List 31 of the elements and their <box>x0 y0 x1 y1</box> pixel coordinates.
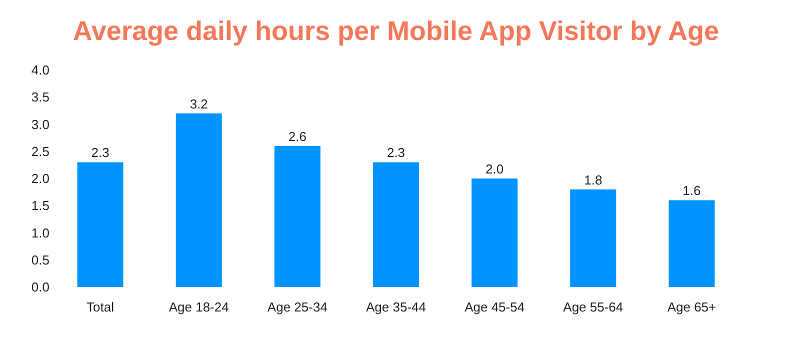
bar <box>570 189 616 287</box>
y-tick-label: 2.0 <box>31 171 50 186</box>
data-label: 1.8 <box>584 172 602 188</box>
y-tick-label: 3.5 <box>31 90 50 105</box>
y-tick-label: 4.0 <box>31 62 50 78</box>
x-tick-label: Age 18-24 <box>168 300 229 314</box>
y-tick-label: 0.0 <box>31 280 50 294</box>
bar <box>77 162 124 287</box>
y-tick-label: 0.5 <box>31 252 50 268</box>
y-tick-label: 3.0 <box>31 116 50 132</box>
x-tick-label: Age 55-64 <box>563 300 624 314</box>
x-tick-label: Age 35-44 <box>366 300 426 314</box>
x-tick-label: Age 25-34 <box>267 300 328 314</box>
y-tick-label: 1.5 <box>31 198 50 214</box>
data-label: 2.0 <box>486 162 504 176</box>
data-label: 3.2 <box>190 96 208 112</box>
bar <box>274 146 320 287</box>
bar <box>176 113 222 287</box>
data-label: 2.3 <box>91 145 110 160</box>
data-label: 1.6 <box>682 183 701 198</box>
x-tick-label: Age 65+ <box>667 300 716 314</box>
bar <box>373 162 419 287</box>
x-tick-label: Total <box>86 300 114 314</box>
y-tick-label: 1.0 <box>31 225 50 240</box>
bar <box>472 178 518 287</box>
bar <box>668 200 715 287</box>
x-tick-label: Age 45-54 <box>464 300 525 314</box>
y-tick-label: 2.5 <box>31 144 50 159</box>
chart-title: Average daily hours per Mobile App Visitor by Age <box>72 16 720 46</box>
data-label: 2.6 <box>288 128 306 144</box>
data-label: 2.3 <box>386 145 406 160</box>
